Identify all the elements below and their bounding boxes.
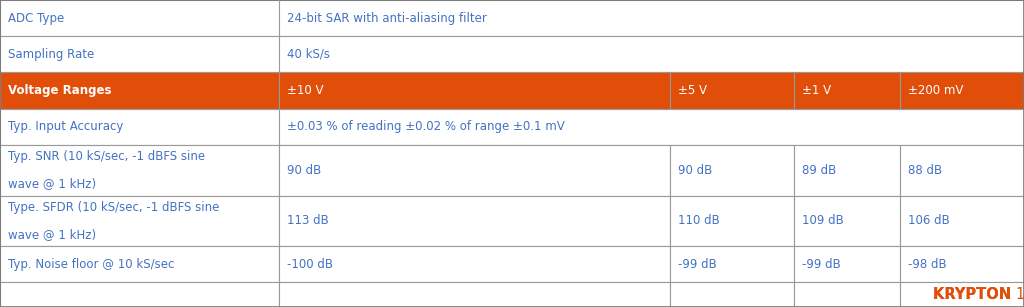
Text: ±1 V: ±1 V	[802, 84, 831, 97]
Bar	[0, 72, 280, 109]
Text: wave @ 1 kHz): wave @ 1 kHz)	[8, 177, 96, 190]
Bar	[900, 145, 1024, 196]
Text: Typ. SNR (10 kS/sec, -1 dBFS sine: Typ. SNR (10 kS/sec, -1 dBFS sine	[8, 150, 206, 163]
Bar	[900, 196, 1024, 246]
Bar	[670, 145, 794, 196]
Bar	[280, 282, 670, 307]
Bar	[794, 145, 900, 196]
Text: 24-bit SAR with anti-aliasing filter: 24-bit SAR with anti-aliasing filter	[288, 12, 487, 25]
Bar	[0, 246, 280, 282]
Text: ±200 mV: ±200 mV	[908, 84, 964, 97]
Text: 90 dB: 90 dB	[678, 164, 712, 177]
Bar	[900, 72, 1024, 109]
Bar	[280, 246, 670, 282]
Text: 113 dB: 113 dB	[288, 214, 329, 227]
Text: 109 dB: 109 dB	[802, 214, 844, 227]
Text: 90 dB: 90 dB	[288, 164, 322, 177]
Text: KRYPTON: KRYPTON	[933, 287, 1016, 302]
Text: ±5 V: ±5 V	[678, 84, 707, 97]
Text: 110 dB: 110 dB	[678, 214, 720, 227]
Bar	[794, 196, 900, 246]
Text: -99 dB: -99 dB	[678, 258, 717, 271]
Bar	[0, 0, 1024, 36]
Bar	[280, 72, 670, 109]
Bar	[280, 196, 670, 246]
Text: wave @ 1 kHz): wave @ 1 kHz)	[8, 228, 96, 241]
Text: ±0.03 % of reading ±0.02 % of range ±0.1 mV: ±0.03 % of reading ±0.02 % of range ±0.1…	[288, 120, 565, 133]
Bar	[900, 246, 1024, 282]
Text: 1xACC: 1xACC	[1016, 287, 1024, 302]
Bar	[0, 196, 280, 246]
Text: Typ. Input Accuracy: Typ. Input Accuracy	[8, 120, 124, 133]
Bar	[900, 282, 1024, 307]
Text: 40 kS/s: 40 kS/s	[288, 48, 331, 61]
Text: Voltage Ranges: Voltage Ranges	[8, 84, 112, 97]
Text: 89 dB: 89 dB	[802, 164, 837, 177]
Bar	[794, 246, 900, 282]
Text: ±10 V: ±10 V	[288, 84, 324, 97]
Text: -99 dB: -99 dB	[802, 258, 841, 271]
Bar	[670, 72, 794, 109]
Text: Type. SFDR (10 kS/sec, -1 dBFS sine: Type. SFDR (10 kS/sec, -1 dBFS sine	[8, 201, 219, 214]
Bar	[0, 109, 1024, 145]
Bar	[670, 246, 794, 282]
Text: Typ. Noise floor @ 10 kS/sec: Typ. Noise floor @ 10 kS/sec	[8, 258, 174, 271]
Bar	[280, 145, 670, 196]
Bar	[670, 196, 794, 246]
Text: 88 dB: 88 dB	[908, 164, 942, 177]
Bar	[0, 282, 280, 307]
Text: KRYPTON: KRYPTON	[933, 287, 1016, 302]
Text: ADC Type: ADC Type	[8, 12, 65, 25]
Bar	[0, 145, 280, 196]
Bar	[794, 72, 900, 109]
Bar	[670, 282, 794, 307]
Text: 106 dB: 106 dB	[908, 214, 950, 227]
Text: -100 dB: -100 dB	[288, 258, 333, 271]
Bar	[794, 282, 900, 307]
Text: Sampling Rate: Sampling Rate	[8, 48, 94, 61]
Text: -98 dB: -98 dB	[908, 258, 946, 271]
Bar	[0, 36, 1024, 72]
